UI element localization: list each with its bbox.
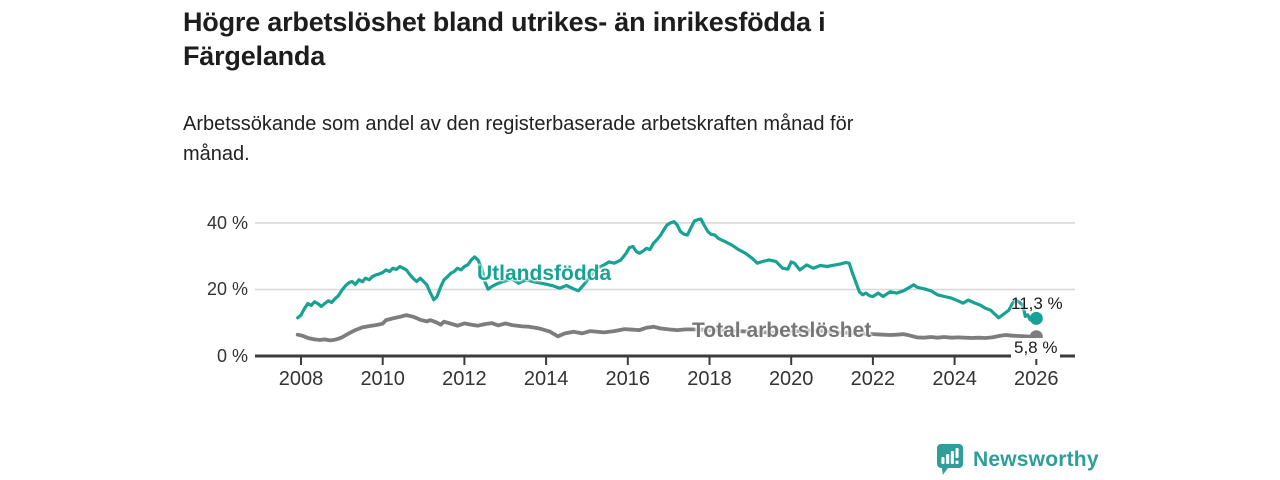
x-tick-label: 2010 (360, 368, 405, 390)
page-title: Högre arbetslöshet bland utrikes- än inr… (183, 5, 1143, 73)
title-line-2: Färgelanda (183, 41, 326, 71)
series-line-total (295, 313, 1039, 343)
x-tick-label: 2016 (605, 368, 651, 390)
series-line-utlandsfodda (296, 217, 1038, 322)
newsworthy-logo[interactable]: Newsworthy (936, 443, 1099, 476)
x-tick-label: 2022 (850, 368, 896, 390)
x-tick-label: 2024 (932, 368, 977, 390)
x-tick-label: 2008 (278, 368, 324, 390)
end-value-label-utlandsfodda: 11,3 % (1011, 294, 1063, 313)
subtitle-line-2: månad. (183, 143, 250, 165)
x-tick-label: 2012 (442, 368, 487, 390)
x-tick-label: 2014 (523, 368, 569, 390)
newsworthy-logo-icon (936, 443, 964, 476)
newsworthy-logo-text: Newsworthy (973, 447, 1099, 471)
x-tick-label: 2018 (687, 368, 732, 390)
chart-subtitle: Arbetssökande som andel av den registerb… (183, 109, 1083, 169)
series-label-utlandsfodda: Utlandsfödda (477, 262, 612, 285)
end-dot-utlandsfodda (1029, 311, 1043, 325)
x-tick-label: 2026 (1014, 368, 1059, 390)
x-tick-label: 2020 (768, 368, 814, 390)
subtitle-line-1: Arbetssökande som andel av den registerb… (183, 113, 854, 135)
end-value-label-total: 5,8 % (1011, 338, 1061, 359)
title-line-1: Högre arbetslöshet bland utrikes- än inr… (183, 7, 826, 37)
y-tick-label: 20 % (206, 279, 248, 300)
series-label-total-arbetsloshet: Total arbetslöshet (692, 319, 872, 342)
y-tick-label: 0 % (216, 346, 248, 366)
y-tick-label: 40 % (206, 212, 248, 233)
